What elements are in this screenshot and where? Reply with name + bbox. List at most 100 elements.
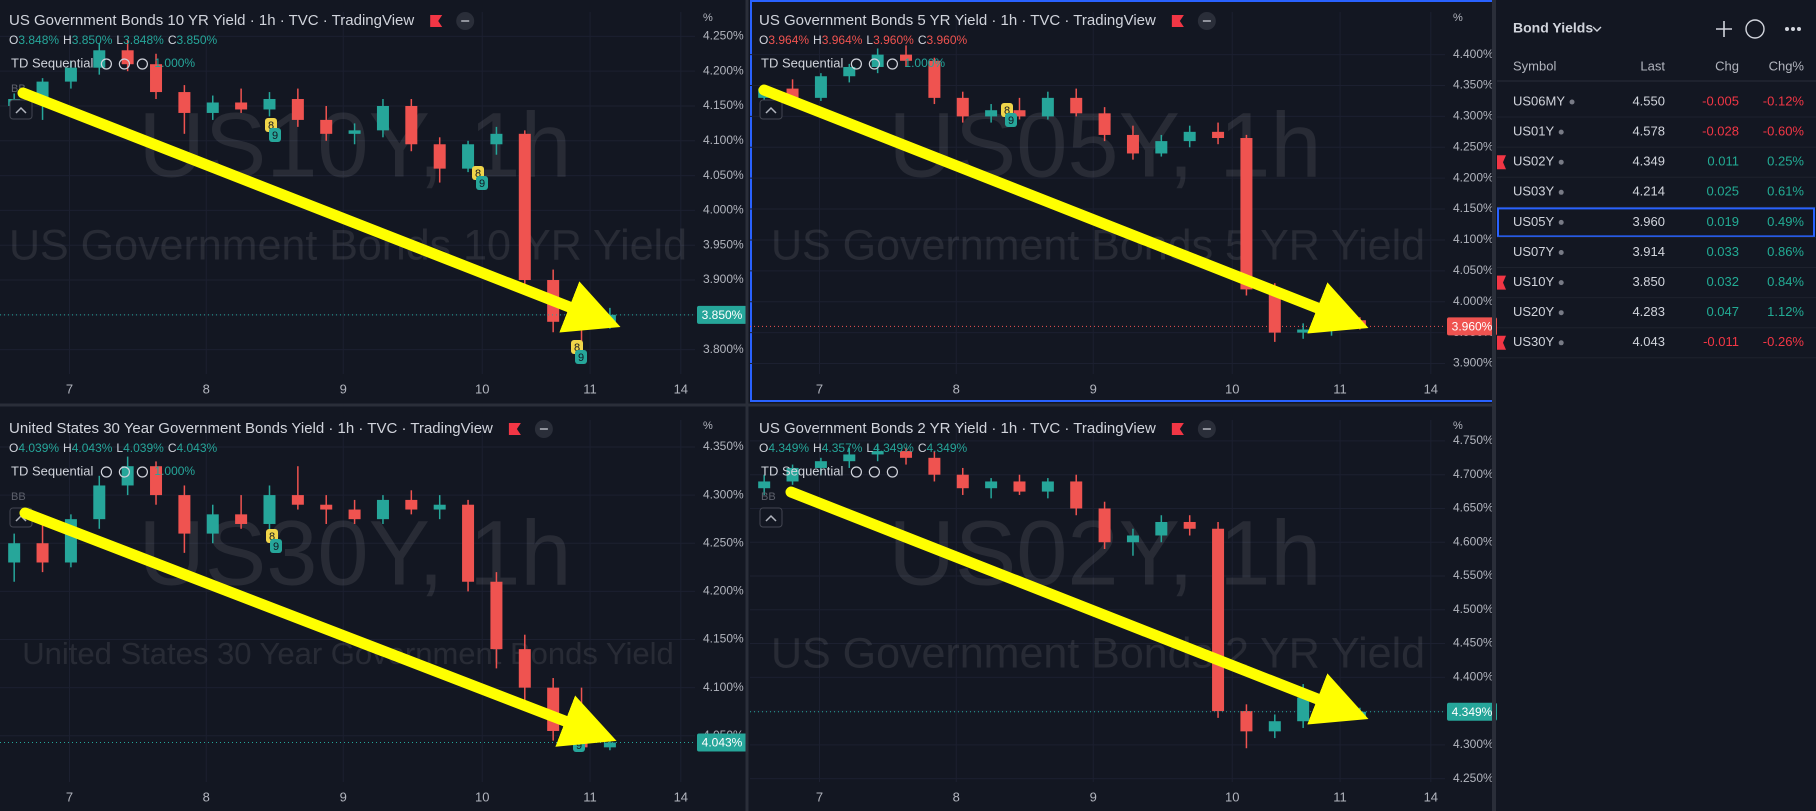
x-tick-label: 11 <box>1333 381 1347 396</box>
candle-body <box>405 499 418 510</box>
indicator-icon[interactable] <box>118 466 130 478</box>
watchlist-row[interactable]: US06MY 4.550 -0.005 -0.12% <box>1497 93 1816 118</box>
indicator-icon[interactable] <box>886 58 898 70</box>
indicator-icon[interactable] <box>850 58 862 70</box>
bb-label: BB <box>11 491 26 503</box>
candle-body <box>1013 110 1026 117</box>
td-count-box <box>1005 113 1017 127</box>
y-tick-label: 4.200% <box>1453 170 1494 184</box>
x-tick-label: 14 <box>1424 789 1438 804</box>
indicator-icon[interactable] <box>100 466 112 478</box>
column-header[interactable]: Last <box>1640 58 1665 73</box>
candle-body <box>150 466 163 496</box>
more-icon[interactable] <box>1797 27 1801 31</box>
indicator-icon[interactable] <box>850 466 862 478</box>
status-dot <box>1558 129 1564 135</box>
watchlist-row[interactable]: US02Y 4.349 0.011 0.25% <box>1497 154 1816 178</box>
indicator-label[interactable]: TD Sequential <box>11 55 93 70</box>
indicator-icon[interactable] <box>136 466 148 478</box>
flag-icon[interactable] <box>430 15 443 27</box>
candle-body <box>518 133 531 281</box>
arrow <box>19 507 617 747</box>
td-count: 9 <box>578 352 584 364</box>
indicator-icon[interactable] <box>100 58 112 70</box>
ohlc-value: 4.357% <box>822 441 863 455</box>
ohlc-key: O <box>759 33 768 47</box>
indicator-icon[interactable] <box>886 466 898 478</box>
ohlc-value: 4.039% <box>123 441 164 455</box>
row-flag <box>1497 335 1506 350</box>
candle-body <box>235 102 248 110</box>
candle-body <box>956 474 969 489</box>
more-icon[interactable] <box>1791 27 1795 31</box>
watchlist-row[interactable]: US01Y 4.578 -0.028 -0.60% <box>1497 124 1816 148</box>
unit-label: % <box>703 420 713 432</box>
ohlc-key: H <box>63 33 72 47</box>
y-tick-label: 4.700% <box>1453 467 1494 481</box>
row-selected <box>1497 207 1815 238</box>
x-tick-label: 9 <box>1090 789 1097 804</box>
candle-body <box>1268 721 1281 732</box>
watchlist-row[interactable]: US20Y 4.283 0.047 1.12% <box>1497 304 1816 329</box>
y-tick-label: 4.400% <box>1453 47 1494 61</box>
y-tick-label: 4.650% <box>1453 501 1494 515</box>
td-count-box <box>476 176 488 190</box>
column-header[interactable]: Chg <box>1715 58 1739 73</box>
watchlist-row[interactable]: US10Y 3.850 0.032 0.84% <box>1497 274 1816 299</box>
ohlc-value: 3.960% <box>926 33 967 47</box>
indicator-label[interactable]: TD Sequential <box>761 55 843 70</box>
indicator-icon[interactable] <box>868 58 880 70</box>
x-tick-label: 11 <box>1333 789 1347 804</box>
x-tick-label: 8 <box>953 789 960 804</box>
ohlc-key: H <box>813 441 822 455</box>
row-flag <box>1497 155 1506 170</box>
indicator-icon[interactable] <box>868 466 880 478</box>
y-tick-label: 4.000% <box>703 203 744 217</box>
watchlist-row[interactable]: US03Y 4.214 0.025 0.61% <box>1497 184 1816 208</box>
candle-body <box>814 76 827 98</box>
ohlc-key: L <box>116 33 123 47</box>
candle-body <box>758 481 771 489</box>
chart-icon[interactable] <box>1745 19 1765 39</box>
indicator-icon[interactable] <box>136 58 148 70</box>
watchlist-row[interactable]: US30Y 4.043 -0.011 -0.26% <box>1497 334 1816 359</box>
candle-body <box>985 110 998 117</box>
x-tick-label: 7 <box>66 381 73 396</box>
indicator-icon[interactable] <box>118 58 130 70</box>
indicator-value: 1.000% <box>904 56 945 70</box>
watermark-sub: US Government Bonds 10 YR Yield <box>9 221 687 269</box>
y-tick-label: 4.150% <box>703 98 744 112</box>
candle-body <box>490 133 503 145</box>
column-header[interactable]: Chg% <box>1769 58 1805 73</box>
status-dot <box>1569 99 1575 105</box>
column-header[interactable]: Symbol <box>1513 58 1556 73</box>
indicator-label[interactable]: TD Sequential <box>761 463 843 478</box>
collapse-button[interactable] <box>759 99 783 120</box>
indicator-label[interactable]: TD Sequential <box>11 463 93 478</box>
flag-icon[interactable] <box>1171 423 1184 435</box>
td-count: 9 <box>479 178 485 190</box>
candle-body <box>1041 97 1054 117</box>
ohlc-value: 4.349% <box>926 441 967 455</box>
watchlist-title[interactable]: Bond Yields <box>1513 20 1593 36</box>
flag-icon[interactable] <box>1171 15 1184 27</box>
candle-body <box>93 485 106 520</box>
candle-body <box>36 543 49 563</box>
ohlc: O3.964% H3.964% L3.960% C3.960% <box>759 33 968 47</box>
chg: -0.005 <box>1702 93 1739 108</box>
last: 4.349 <box>1632 154 1665 169</box>
candle-body <box>1183 131 1196 142</box>
last: 4.043 <box>1632 334 1665 349</box>
y-tick-label: 3.900% <box>703 272 744 286</box>
collapse-button[interactable] <box>759 507 783 528</box>
watchlist-row[interactable]: US05Y 3.960 0.019 0.49% <box>1497 207 1816 238</box>
ohlc-value: 3.850% <box>72 33 113 47</box>
more-icon[interactable] <box>1785 27 1789 31</box>
y-tick-label: 4.450% <box>1453 636 1494 650</box>
candle-body <box>575 321 588 326</box>
collapse-button[interactable] <box>9 99 33 120</box>
add-icon[interactable] <box>1716 21 1732 37</box>
flag-icon[interactable] <box>508 423 521 435</box>
watchlist-row[interactable]: US07Y 3.914 0.033 0.86% <box>1497 244 1816 268</box>
last-price-tag <box>1447 317 1497 336</box>
